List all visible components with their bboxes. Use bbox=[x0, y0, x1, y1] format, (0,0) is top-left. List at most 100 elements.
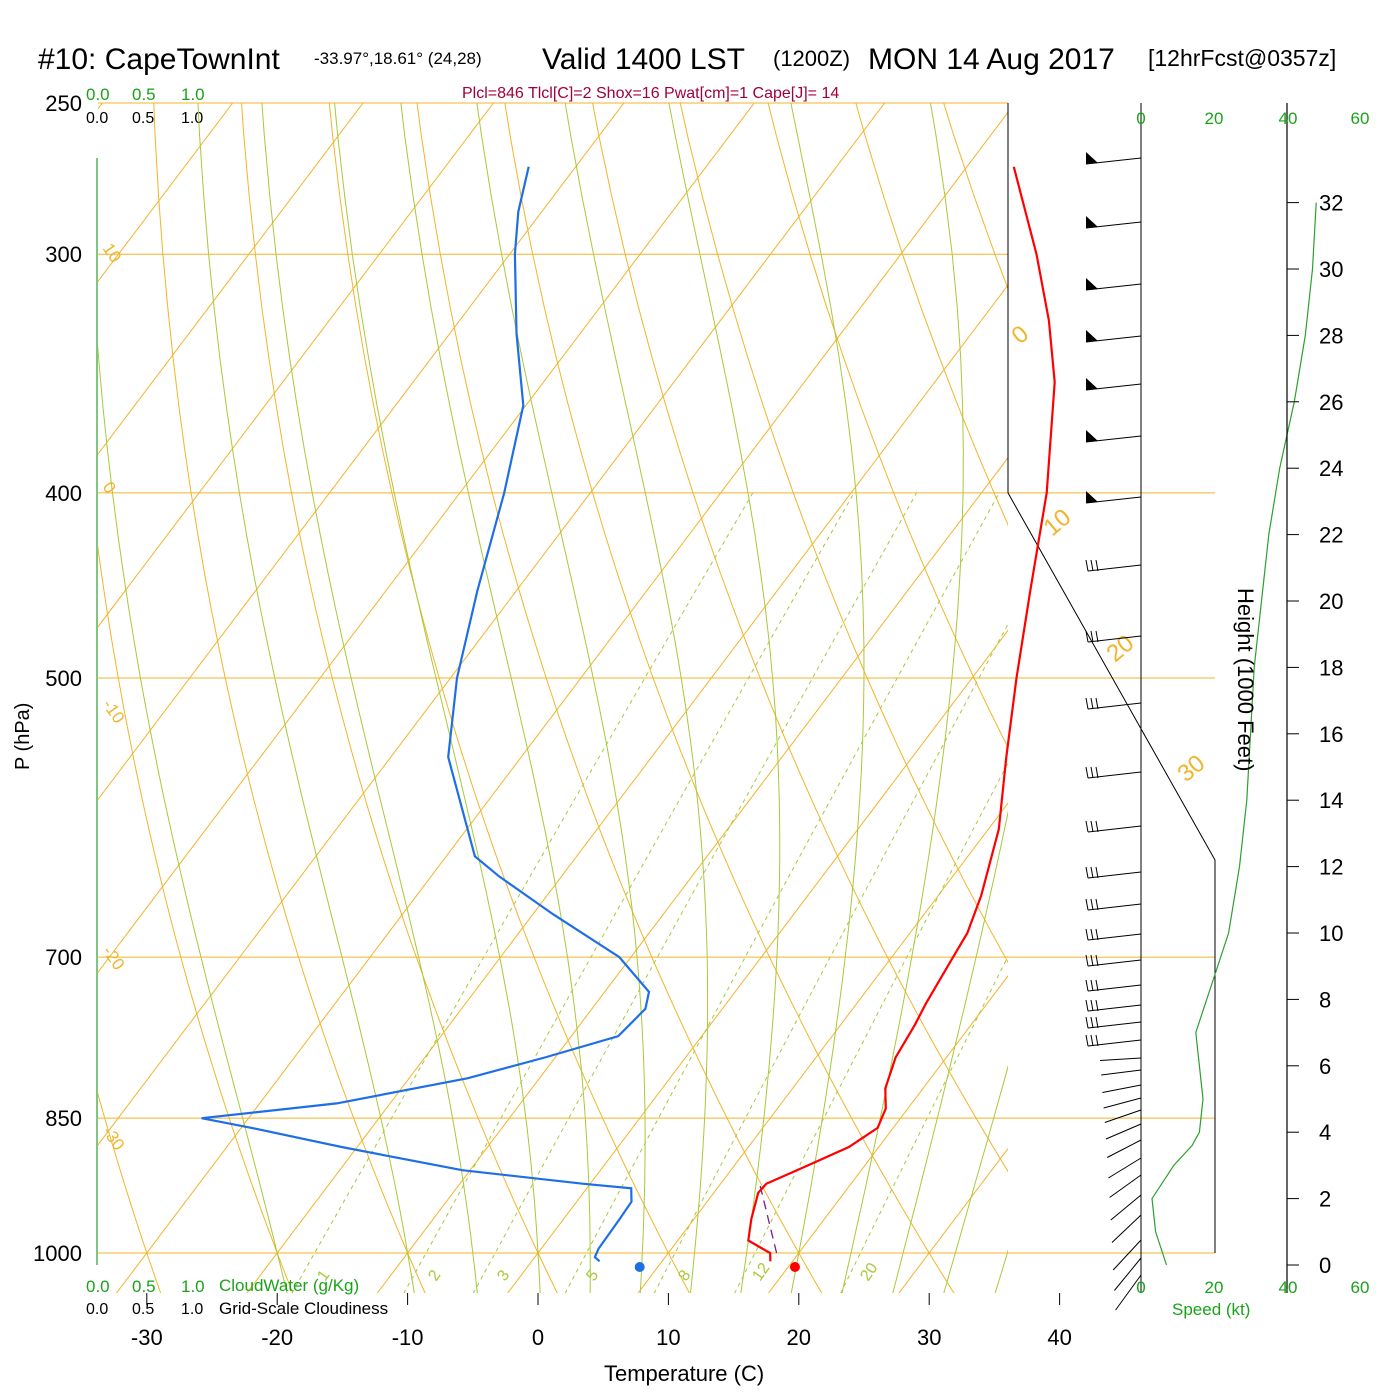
barb-feather bbox=[1095, 766, 1099, 779]
barb-staff bbox=[1101, 1069, 1142, 1076]
barb-feather bbox=[1095, 954, 1099, 967]
profiles bbox=[96, 158, 1317, 1272]
barb-staff bbox=[1087, 1021, 1142, 1029]
station-coords: -33.97°,18.61° (24,28) bbox=[314, 49, 482, 68]
barb-staff bbox=[1099, 1057, 1142, 1061]
height-tick-label: 16 bbox=[1319, 722, 1343, 747]
barb-pennant bbox=[1086, 216, 1098, 228]
barb-feather bbox=[1090, 954, 1094, 967]
height-tick-label: 0 bbox=[1319, 1253, 1331, 1278]
wind-barb bbox=[1085, 766, 1142, 779]
temperature-tick-label: 30 bbox=[917, 1325, 941, 1350]
scale-bottom-green-2: 1.0 bbox=[181, 1277, 205, 1296]
barb-feather bbox=[1085, 999, 1089, 1012]
wind-barb bbox=[1085, 1016, 1142, 1029]
wind-barb bbox=[1102, 1084, 1142, 1093]
valid-time: Valid 1400 LST bbox=[542, 43, 745, 76]
moist-adiabat-line bbox=[790, 103, 865, 1293]
pressure-tick-label: 500 bbox=[45, 666, 82, 691]
barb-pennant bbox=[1086, 378, 1098, 390]
forecast-info: [12hrFcst@0357z] bbox=[1148, 45, 1336, 71]
barb-staff bbox=[1087, 1039, 1142, 1047]
isotherm-line bbox=[898, 1147, 1008, 1293]
speed-top-tick-label: 40 bbox=[1279, 109, 1298, 128]
barb-staff bbox=[1087, 984, 1142, 992]
height-tick-label: 8 bbox=[1319, 987, 1331, 1012]
scale-top-green-1: 0.5 bbox=[132, 85, 156, 104]
mixing-ratio-label: 2 bbox=[425, 1267, 444, 1284]
pressure-tick-label: 1000 bbox=[33, 1241, 82, 1266]
barb-pennant bbox=[1086, 330, 1098, 342]
surface-dewpoint-marker bbox=[634, 1262, 645, 1272]
wind-barb bbox=[1099, 1057, 1142, 1061]
wind-barb bbox=[1085, 1034, 1142, 1047]
mixing-ratio-label: 5 bbox=[583, 1267, 602, 1284]
temperature-profile-line bbox=[747, 166, 1056, 1262]
height-tick-label: 10 bbox=[1319, 921, 1343, 946]
isotherm-line bbox=[1181, 0, 1400, 1400]
utc-time: (1200Z) bbox=[773, 46, 850, 71]
isotherm-line bbox=[115, 111, 1008, 1293]
barb-feather bbox=[1095, 820, 1099, 833]
barb-staff bbox=[1087, 635, 1142, 643]
barb-staff bbox=[1106, 1139, 1142, 1158]
isotherm-label: 0 bbox=[99, 478, 120, 497]
wind-barb bbox=[1085, 630, 1142, 643]
barb-feather bbox=[1095, 999, 1099, 1012]
isotherm-label: -20 bbox=[99, 943, 129, 974]
isotherm-line bbox=[767, 975, 1008, 1293]
height-axis-title: Height (1000 Feet) bbox=[1233, 588, 1258, 771]
mixing-ratio-line bbox=[403, 492, 855, 1293]
moist-adiabat-line bbox=[197, 103, 415, 1293]
barb-staff bbox=[1108, 1157, 1142, 1179]
dry-adiabat-line bbox=[0, 0, 41, 1332]
speed-bottom-tick-label: 40 bbox=[1279, 1278, 1298, 1297]
barb-feather bbox=[1085, 954, 1089, 967]
mixing-ratio-line bbox=[653, 623, 1008, 1293]
isotherm-line bbox=[246, 284, 1008, 1293]
cloud-scale-bottom: 0.0 0.5 1.0 CloudWater (g/Kg) 0.0 0.5 1.… bbox=[86, 1276, 388, 1318]
wind-barb bbox=[1085, 278, 1142, 291]
barb-feather bbox=[1095, 559, 1099, 572]
wind-barb bbox=[1085, 378, 1142, 391]
barb-staff bbox=[1087, 771, 1142, 779]
moist-adiabat-line bbox=[400, 103, 591, 1293]
scale-top-green-2: 1.0 bbox=[181, 85, 205, 104]
wind-barb bbox=[1085, 559, 1142, 572]
scale-bottom-black-2: 1.0 bbox=[181, 1301, 203, 1318]
dry-adiabat-line bbox=[328, 103, 691, 1293]
barb-feather bbox=[1085, 979, 1089, 992]
barb-feather bbox=[1090, 697, 1094, 710]
isotherm-label: -10 bbox=[99, 696, 129, 727]
scale-bottom-black-0: 0.0 bbox=[86, 1301, 108, 1318]
temperature-tick-label: 40 bbox=[1047, 1325, 1071, 1350]
wind-barb bbox=[1085, 979, 1142, 992]
wind-barb bbox=[1111, 1214, 1142, 1243]
height-tick-label: 28 bbox=[1319, 323, 1343, 348]
dry-adiabat-line bbox=[1303, 0, 1400, 1332]
y-axis-title: P (hPa) bbox=[12, 703, 34, 770]
scale-bottom-black-1: 0.5 bbox=[132, 1301, 154, 1318]
pressure-tick-label: 300 bbox=[45, 242, 82, 267]
height-tick-label: 12 bbox=[1319, 855, 1343, 880]
speed-top-tick-label: 0 bbox=[1136, 109, 1145, 128]
scale-top-green-0: 0.0 bbox=[86, 85, 110, 104]
height-tick-label: 30 bbox=[1319, 257, 1343, 282]
valid-date: MON 14 Aug 2017 bbox=[868, 43, 1115, 76]
moist-adiabat-line bbox=[668, 103, 781, 1293]
dewpoint-profile-line bbox=[201, 166, 651, 1263]
wind-barb bbox=[1085, 928, 1142, 941]
parcel-path-line bbox=[759, 1183, 778, 1254]
mixing-ratio-line bbox=[840, 955, 1008, 1293]
height-tick-label: 2 bbox=[1319, 1187, 1331, 1212]
barb-feather bbox=[1090, 999, 1094, 1012]
barb-staff bbox=[1087, 702, 1142, 710]
wind-barb bbox=[1085, 954, 1142, 967]
barb-feather bbox=[1085, 559, 1089, 572]
dry-adiabat-line bbox=[504, 103, 955, 1293]
scale-top-black-1: 0.5 bbox=[132, 110, 154, 127]
barb-feather bbox=[1095, 866, 1099, 879]
speed-top-tick-label: 20 bbox=[1205, 109, 1224, 128]
